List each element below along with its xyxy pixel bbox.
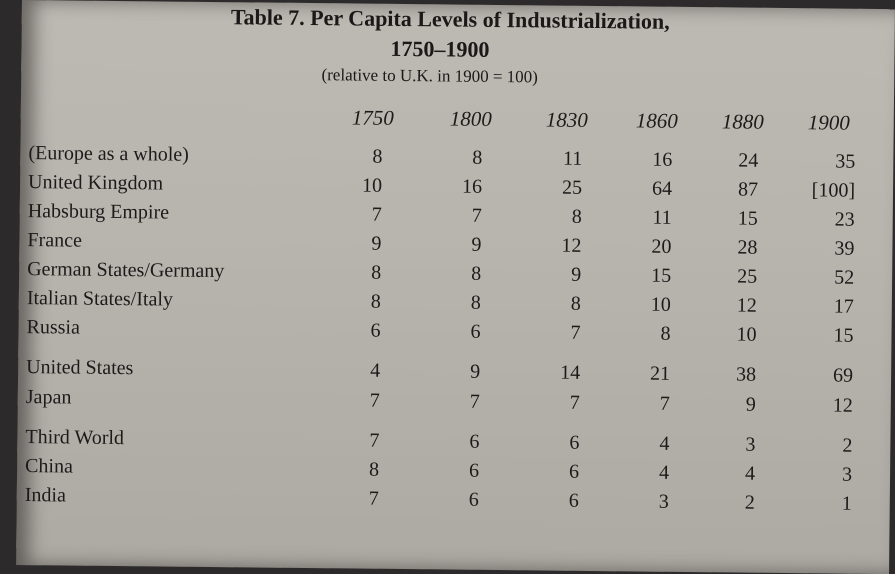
table-cell: 9: [470, 360, 481, 383]
table-cell: 8: [660, 322, 671, 345]
row-label: Habsburg Empire: [27, 200, 170, 224]
column-header-year: 1860: [635, 108, 678, 133]
row-label: China: [25, 455, 74, 478]
table-cell: 8: [570, 292, 581, 315]
table-cell: 38: [736, 363, 757, 386]
row-label: Italian States/Italy: [26, 287, 174, 311]
table-cell: 39: [834, 237, 855, 260]
table-cell: 8: [470, 291, 481, 314]
table-cell: 8: [368, 458, 380, 481]
table-cell: 12: [832, 394, 853, 417]
table-cell: 6: [468, 459, 480, 482]
table-cell: 9: [471, 233, 482, 256]
table-cell: 3: [745, 433, 756, 456]
table-cell: 11: [562, 147, 583, 170]
table-cell: 6: [469, 430, 480, 453]
table-cell: 7: [569, 391, 580, 414]
table-cell: 9: [571, 263, 582, 286]
table-cell: 8: [372, 145, 383, 168]
table-cell: 7: [369, 389, 380, 412]
column-header-year: 1800: [449, 106, 492, 131]
table-cell: 52: [834, 266, 855, 289]
table-title: Table 7. Per Capita Levels of Industrial…: [230, 4, 670, 34]
row-label: United States: [26, 356, 134, 380]
table-cell: 25: [561, 176, 583, 199]
table-cell: 6: [569, 431, 580, 454]
table-cell: 8: [472, 146, 483, 169]
table-cell: 10: [650, 293, 671, 316]
table-cell: 7: [368, 487, 379, 510]
table-cell: 20: [651, 235, 672, 258]
table-cell: 11: [652, 206, 672, 229]
table-cell: 7: [469, 390, 480, 413]
table-cell: 15: [833, 324, 854, 347]
table-cell: 6: [568, 460, 580, 483]
table-subtitle: (relative to U.K. in 1900 = 100): [321, 65, 539, 87]
table-cell: 3: [658, 490, 669, 513]
table-cell: 64: [651, 177, 673, 200]
table-cell: 4: [659, 432, 670, 455]
table-cell: 6: [468, 488, 479, 511]
table-cell: [100]: [811, 179, 856, 202]
table-cell: 28: [737, 236, 758, 259]
row-label: Third World: [25, 426, 125, 450]
table-cell: 6: [370, 319, 381, 342]
table-title-years: 1750–1900: [390, 35, 490, 62]
table-cell: 8: [571, 205, 582, 228]
table-cell: 1: [841, 492, 852, 515]
table-cell: 16: [652, 148, 673, 171]
table-cell: 15: [737, 207, 758, 230]
table-cell: 87: [737, 178, 759, 201]
table-cell: 3: [841, 463, 853, 486]
table-cell: 8: [370, 290, 381, 313]
table-cell: 9: [371, 232, 382, 255]
table-cell: 12: [736, 294, 757, 317]
table-cell: 7: [659, 392, 670, 415]
table-cell: 8: [471, 262, 482, 285]
table-cell: 2: [842, 434, 853, 457]
table-cell: 7: [570, 321, 581, 344]
table-cell: 7: [371, 203, 382, 226]
column-header-year: 1900: [807, 110, 850, 135]
book-page: Table 7. Per Capita Levels of Industrial…: [16, 0, 895, 574]
table-cell: 4: [658, 461, 670, 484]
table-cell: 9: [745, 393, 756, 416]
table-cell: 4: [744, 462, 756, 485]
row-label: France: [27, 229, 83, 252]
column-header-year: 1750: [351, 105, 394, 130]
row-label: United Kingdom: [27, 171, 164, 195]
table-cell: 25: [737, 265, 758, 288]
table-cell: 12: [561, 234, 582, 257]
table-cell: 15: [651, 264, 672, 287]
table-cell: 4: [370, 359, 381, 382]
table-cell: 24: [738, 149, 759, 172]
table-cell: 69: [832, 364, 854, 387]
row-label: Japan: [25, 386, 72, 409]
row-label: German States/Germany: [27, 258, 225, 283]
column-header-year: 1830: [545, 107, 588, 132]
column-header-year: 1880: [721, 109, 764, 134]
row-label: Russia: [26, 316, 81, 339]
table-cell: 6: [470, 320, 481, 343]
table-cell: 21: [650, 362, 671, 385]
table-cell: 8: [371, 261, 382, 284]
table-cell: 17: [833, 295, 854, 318]
table-cell: 10: [736, 323, 757, 346]
table-cell: 7: [369, 429, 380, 452]
row-label: India: [24, 484, 67, 507]
table-cell: 23: [834, 208, 855, 231]
table-cell: 6: [568, 489, 579, 512]
table-cell: 2: [744, 491, 755, 514]
table-cell: 35: [835, 150, 856, 173]
table-cell: 7: [471, 204, 482, 227]
table-cell: 10: [361, 174, 383, 197]
row-label: (Europe as a whole): [28, 142, 190, 166]
table-cell: 14: [560, 361, 581, 384]
table-cell: 16: [461, 175, 483, 198]
